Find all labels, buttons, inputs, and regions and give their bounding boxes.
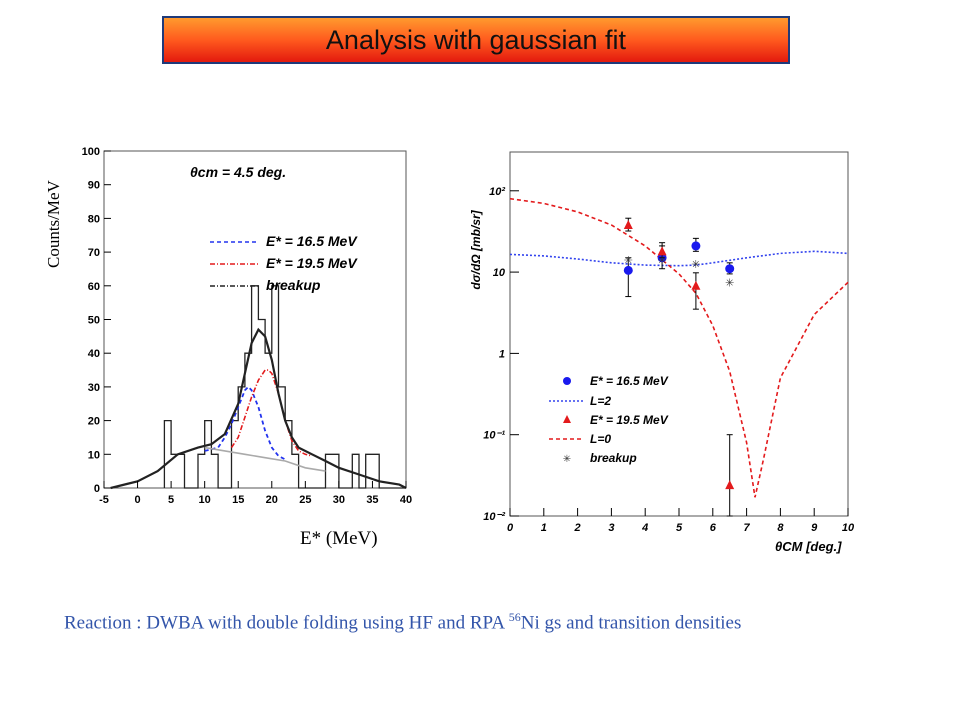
left-x-tick-label: 5	[168, 494, 174, 506]
left-chart-ylabel: Counts/MeV	[44, 180, 63, 268]
right-x-tick-label: 9	[811, 522, 818, 534]
left-x-tick-label: 30	[333, 494, 345, 506]
right-legend-label-4: L=0	[590, 432, 611, 446]
slide-caption: Reaction : DWBA with double folding usin…	[64, 610, 741, 634]
caption-superscript: 56	[508, 610, 521, 624]
right-x-tick-label: 4	[641, 522, 648, 534]
right-x-tick-label: 3	[608, 522, 614, 534]
right-legend-label-5: breakup	[590, 451, 637, 465]
right-legend-marker-1	[563, 377, 571, 385]
right-legend-label-1: E* = 16.5 MeV	[590, 374, 669, 388]
right-y-tick-label: 1	[499, 348, 505, 360]
right-legend-label-3: E* = 19.5 MeV	[590, 413, 669, 427]
left-annotation: θcm = 4.5 deg.	[190, 164, 286, 180]
right-x-tick-label: 6	[710, 522, 717, 534]
right-x-tick-label: 0	[507, 522, 514, 534]
data-point-triangle	[657, 246, 667, 256]
left-x-tick-label: 25	[299, 494, 311, 506]
data-point-star: ✳	[691, 258, 700, 271]
left-legend-label-2: E* = 19.5 MeV	[266, 255, 358, 271]
data-point-circle	[691, 241, 701, 251]
fit-curve-4	[204, 446, 326, 472]
left-y-tick-label: 60	[88, 281, 100, 293]
left-chart-xlabel: E* (MeV)	[300, 528, 378, 549]
right-legend-marker-3	[563, 415, 571, 423]
left-y-tick-label: 100	[82, 146, 100, 158]
fit-curve-1	[204, 385, 286, 461]
left-legend-label-1: E* = 16.5 MeV	[266, 233, 358, 249]
right-y-tick-label: 10⁻¹	[483, 430, 505, 442]
left-y-tick-label: 70	[88, 247, 100, 259]
left-y-tick-label: 30	[88, 382, 100, 394]
left-x-tick-label: -5	[99, 494, 109, 506]
left-y-tick-label: 90	[88, 180, 100, 192]
fit-curve-2	[230, 369, 313, 457]
right-chart-xlabel: θCM [deg.]	[775, 539, 842, 554]
theory-curve-l2	[509, 250, 849, 267]
right-x-tick-label: 8	[777, 522, 784, 534]
left-x-tick-label: 20	[266, 494, 278, 506]
right-x-tick-label: 10	[842, 522, 855, 534]
left-y-tick-label: 10	[88, 449, 100, 461]
left-plot-frame	[103, 150, 407, 489]
right-legend-marker-5: ✳	[563, 454, 571, 465]
data-point-triangle	[725, 480, 735, 490]
left-y-tick-label: 0	[94, 483, 100, 495]
right-y-tick-label: 10	[493, 267, 506, 279]
left-x-tick-label: 0	[134, 494, 140, 506]
right-y-tick-label: 10⁻²	[483, 511, 505, 523]
data-point-circle	[623, 265, 633, 275]
data-point-star: ✳	[657, 254, 666, 267]
left-legend-label-3: breakup	[266, 277, 321, 293]
right-x-tick-label: 5	[676, 522, 683, 534]
caption-text-after: Ni gs and transition densities	[520, 612, 742, 634]
right-legend-label-2: L=2	[590, 394, 611, 408]
left-x-tick-label: 10	[199, 494, 211, 506]
data-point-circle	[725, 264, 735, 274]
right-x-tick-label: 2	[574, 522, 581, 534]
right-plot-frame	[509, 151, 849, 517]
caption-text-before: Reaction : DWBA with double folding usin…	[64, 612, 509, 634]
left-x-tick-label: 40	[400, 494, 412, 506]
title-banner: Analysis with gaussian fit	[162, 16, 790, 64]
right-chart-ylabel: dσ/dΩ [mb/sr]	[469, 209, 483, 289]
theory-curve-l0	[509, 197, 849, 498]
left-y-tick-label: 40	[88, 348, 100, 360]
right-x-tick-label: 7	[744, 522, 751, 534]
data-point-star: ✳	[725, 276, 734, 289]
data-point-triangle	[623, 219, 633, 229]
data-point-star: ✳	[624, 254, 633, 267]
left-x-tick-label: 15	[232, 494, 244, 506]
histogram-bars	[163, 285, 406, 489]
left-y-tick-label: 80	[88, 213, 100, 225]
left-y-tick-label: 50	[88, 315, 100, 327]
data-point-triangle	[691, 280, 701, 290]
page-title: Analysis with gaussian fit	[325, 24, 627, 55]
right-x-tick-label: 1	[541, 522, 547, 534]
left-x-tick-label: 35	[366, 494, 378, 506]
left-y-tick-label: 20	[88, 416, 100, 428]
right-y-tick-label: 10²	[489, 186, 505, 198]
fit-curve-3	[110, 327, 407, 490]
